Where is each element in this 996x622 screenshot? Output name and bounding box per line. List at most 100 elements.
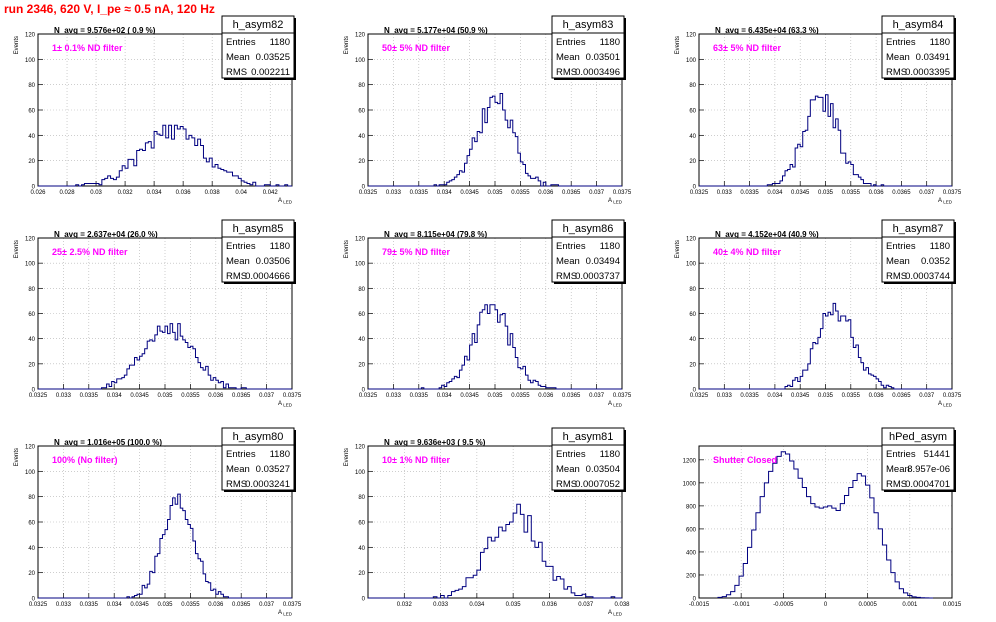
histogram-bin [549, 566, 553, 598]
histogram-bin [132, 365, 135, 389]
histogram-bin [485, 305, 488, 389]
stats-box [221, 427, 295, 491]
histogram-bin [838, 321, 841, 389]
y-tick-label: 60 [358, 109, 365, 115]
y-tick-label: 0 [362, 185, 366, 191]
x-tick-label: 0.034 [437, 190, 453, 196]
y-tick-label: 0 [32, 388, 36, 394]
histogram-bin [735, 585, 739, 598]
histogram-bin [800, 147, 803, 186]
histogram-bin [475, 342, 478, 389]
histogram-bin [798, 381, 801, 389]
histogram-bin [833, 303, 836, 389]
x-axis-label: A LED [938, 401, 953, 408]
histogram-bin [517, 504, 521, 598]
histogram-bin [157, 326, 160, 389]
stats-label: RMS [886, 67, 907, 78]
x-tick-label: 0.037 [259, 602, 275, 608]
stats-label: Entries [886, 37, 916, 48]
histogram-bin [175, 340, 178, 389]
y-tick-label: 20 [689, 362, 696, 368]
histogram-bin [165, 530, 168, 598]
page-title: run 2346, 620 V, I_pe ≈ 0.5 nA, 120 Hz [4, 2, 215, 16]
y-tick-label: 60 [28, 312, 35, 318]
histogram-bin [553, 580, 557, 598]
histogram-bin [211, 380, 214, 389]
navg-label: N_avg = 8.115e+04 (79.8 %) [384, 230, 488, 239]
histogram-bin [455, 590, 459, 598]
histogram-bin [183, 340, 186, 389]
y-tick-label: 100 [355, 262, 366, 268]
histogram-bin [180, 336, 183, 389]
x-tick-label: 0.035 [157, 602, 173, 608]
histogram-bin [218, 168, 221, 186]
histogram-bin [853, 481, 857, 598]
histogram-bin [140, 356, 143, 389]
histogram-bin [815, 96, 818, 186]
navg-label: N_avg = 1.016e+05 (100.0 %) [54, 438, 162, 447]
x-tick-label: 0.0335 [80, 393, 99, 399]
histogram-bin [490, 305, 493, 389]
histogram-bin [874, 513, 878, 598]
histogram-bin [524, 532, 528, 598]
histogram-bin [142, 354, 145, 389]
stats-box [551, 219, 625, 283]
histogram-bin [828, 116, 831, 186]
histogram-bin [198, 139, 201, 186]
histogram-bin [891, 573, 895, 598]
histogram-outline [368, 304, 622, 390]
histogram-panel-hPed_asym: -0.0015 -0.001 -0.0005 0 0.0005 0.001 0.0015 0 2… [683, 427, 962, 608]
x-tick-label: 0.033 [56, 393, 72, 399]
x-tick-label: 0.0335 [80, 602, 99, 608]
y-tick-label: 20 [358, 159, 365, 165]
histogram-bin [485, 123, 488, 186]
x-tick-label: 0.0375 [943, 393, 962, 399]
histogram-bin [520, 514, 524, 598]
histogram-bin [535, 547, 539, 598]
x-tick-label: 0.034 [767, 190, 783, 196]
y-tick-label: 0 [693, 597, 697, 603]
stats-label: RMS [556, 271, 577, 282]
x-tick-label: 0.037 [919, 393, 935, 399]
histogram-bin [155, 335, 158, 389]
y-tick-label: 100 [25, 470, 36, 476]
stats-value: 1180 [600, 449, 620, 460]
stats-value: 1180 [270, 449, 290, 460]
histogram-bin [520, 369, 523, 389]
histogram-bin [564, 589, 568, 598]
histogram-bin [137, 360, 140, 389]
histogram-bin [508, 128, 511, 186]
stats-label: Entries [556, 37, 586, 48]
histogram-bin [451, 592, 455, 598]
x-tick-label: 0.0325 [690, 190, 709, 196]
stats-box [881, 427, 955, 491]
y-tick-label: 60 [358, 312, 365, 318]
x-tick-label: 0.036 [542, 602, 558, 608]
histogram-bins [434, 94, 558, 186]
histogram-bin [869, 374, 872, 389]
y-tick-label: 1000 [683, 481, 697, 487]
y-tick-label: 200 [686, 573, 697, 579]
histogram-bin [848, 162, 851, 186]
histogram-bin [206, 582, 209, 598]
x-tick-label: 0.036 [176, 190, 192, 196]
y-tick-label: 100 [355, 470, 366, 476]
histogram-bin [832, 508, 836, 598]
histogram-bin [815, 507, 819, 598]
histogram-bin [823, 111, 826, 186]
stats-value: 0.0003744 [905, 271, 950, 282]
x-tick-label: 0.033 [56, 602, 72, 608]
histogram-bin [844, 496, 848, 598]
histogram-bin [731, 592, 735, 598]
x-tick-label: 0.036 [538, 393, 554, 399]
histogram-bin [134, 166, 137, 186]
histogram-bin [490, 97, 493, 186]
x-tick-label: 0.0345 [130, 602, 149, 608]
y-tick-label: 80 [689, 83, 696, 89]
stats-label: Entries [886, 449, 916, 460]
histogram-bin [227, 172, 230, 186]
stats-value: 0.03525 [256, 52, 290, 63]
y-tick-label: 120 [25, 237, 36, 243]
histogram-bin [177, 129, 180, 186]
histogram-bin [840, 504, 844, 598]
